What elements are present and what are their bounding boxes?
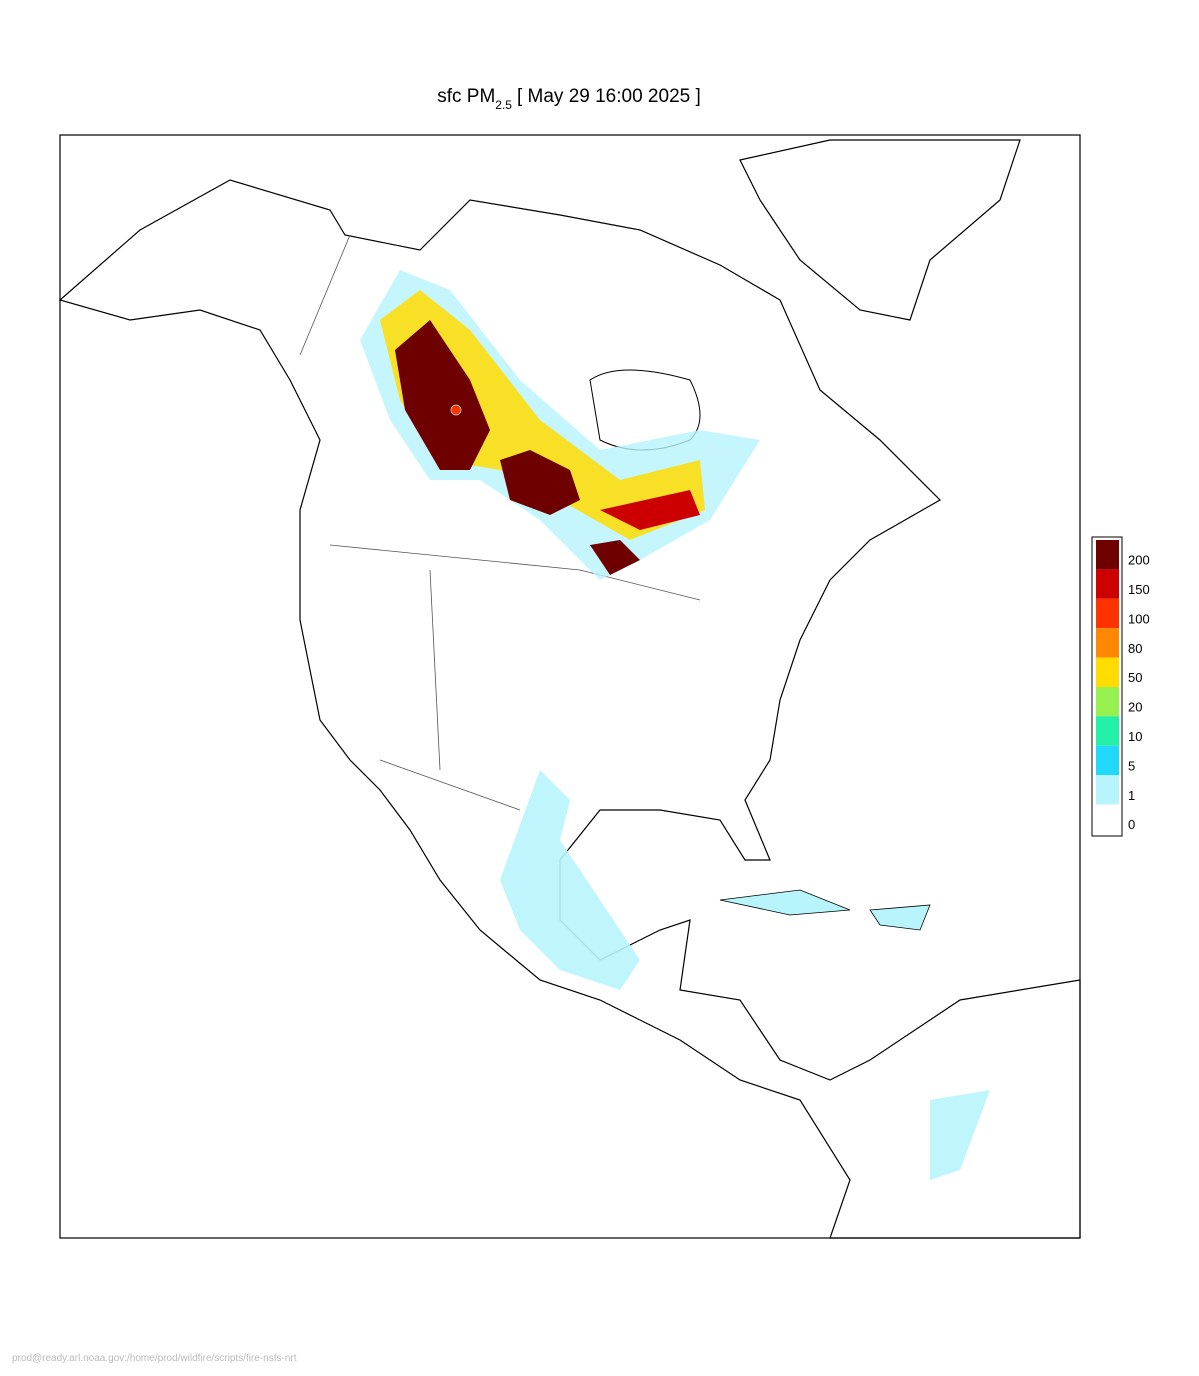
title-prefix: sfc PM bbox=[437, 86, 495, 107]
legend-label: 100 bbox=[1128, 611, 1150, 626]
smoke-south bbox=[500, 770, 990, 1180]
legend-label: 200 bbox=[1128, 553, 1150, 568]
coastline bbox=[58, 179, 1081, 1239]
station-marker bbox=[450, 404, 462, 416]
plume-core bbox=[395, 320, 640, 575]
legend-swatch bbox=[1096, 745, 1119, 776]
greenland bbox=[739, 139, 1021, 321]
legend-label: 80 bbox=[1128, 641, 1142, 656]
title-subscript: 2.5 bbox=[495, 98, 512, 112]
title-suffix: [ May 29 16:00 2025 ] bbox=[517, 86, 701, 107]
legend-swatch bbox=[1096, 716, 1119, 746]
map-area bbox=[58, 134, 1081, 1239]
legend-label: 5 bbox=[1128, 758, 1135, 773]
borders bbox=[299, 234, 701, 811]
map-frame bbox=[59, 134, 1081, 1239]
legend-label: 20 bbox=[1128, 700, 1142, 715]
legend-swatch bbox=[1096, 775, 1119, 805]
legend-swatch bbox=[1096, 540, 1119, 570]
plume-mid bbox=[380, 290, 705, 540]
legend-swatch bbox=[1096, 598, 1119, 629]
legend-swatch bbox=[1096, 569, 1119, 599]
legend-swatch bbox=[1096, 804, 1119, 834]
legend-label: 1 bbox=[1128, 788, 1135, 803]
legend-label: 0 bbox=[1128, 817, 1135, 832]
legend-swatch bbox=[1096, 687, 1119, 717]
footer-path: prod@ready.arl.noaa.gov:/home/prod/wildf… bbox=[12, 1353, 297, 1364]
legend-label: 10 bbox=[1128, 729, 1142, 744]
caribbean-islands bbox=[719, 889, 931, 931]
legend-label: 150 bbox=[1128, 582, 1150, 597]
legend-swatch bbox=[1096, 628, 1119, 658]
legend-label: 50 bbox=[1128, 670, 1142, 685]
plume-core-east bbox=[600, 490, 700, 530]
map-title: sfc PM2.5 [ May 29 16:00 2025 ] bbox=[437, 86, 701, 112]
legend-swatch bbox=[1096, 657, 1119, 687]
